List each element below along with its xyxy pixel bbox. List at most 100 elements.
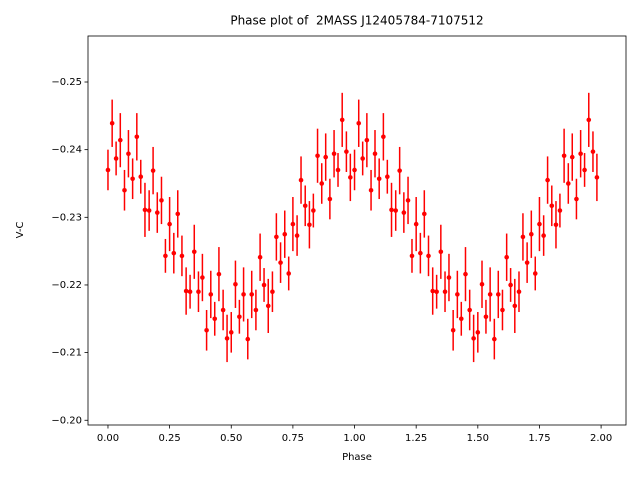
data-point [537,221,542,227]
y-tick-label: −0.21 [51,348,82,359]
data-point [150,168,156,173]
data-point [422,211,427,217]
data-point [409,253,415,259]
data-point [549,203,555,209]
data-point [294,233,300,238]
y-tick-label: −0.20 [51,415,82,426]
data-point [344,149,349,154]
data-point [163,253,168,259]
data-point [376,176,382,182]
data-point [130,176,135,182]
data-point [241,292,246,297]
data-point [529,231,534,237]
data-point [208,292,214,297]
data-point [430,288,435,294]
data-point [212,316,218,322]
data-point [516,289,522,295]
data-point [508,282,513,288]
data-point [372,151,378,157]
data-point [261,282,267,288]
plot-area [105,92,600,363]
data-point [475,330,481,335]
data-point [463,271,468,277]
data-point [183,288,189,294]
x-tick-label: 0.50 [220,433,242,444]
data-point [446,275,452,280]
data-point [520,234,526,240]
data-point [311,208,316,213]
data-point [541,233,546,238]
data-point [146,208,152,213]
data-point [282,231,288,237]
data-point [356,120,362,126]
data-point [109,120,115,126]
data-point [524,260,530,265]
data-point [487,292,493,297]
data-point [204,327,209,333]
data-point [138,174,144,180]
data-point [360,156,365,161]
y-tick-label: −0.25 [51,77,82,88]
x-tick-label: 0.75 [282,433,304,444]
data-point [117,137,123,143]
data-point [512,303,518,309]
data-point [302,203,308,209]
data-point [438,249,444,255]
y-tick-label: −0.24 [51,145,82,156]
data-point [594,175,600,180]
data-point [582,167,587,173]
data-point [352,167,357,173]
data-point [479,281,485,287]
chart-title: Phase plot of 2MASS J12405784-7107512 [230,14,483,28]
axes-frame [87,35,627,426]
x-tick-label: 1.00 [343,433,365,444]
data-point [278,260,283,265]
data-point [348,175,353,180]
data-point [323,154,328,160]
data-point [126,151,131,157]
data-point [315,153,320,159]
y-axis-label: V-C [15,222,26,239]
data-point [434,289,439,295]
data-point [426,253,431,259]
data-point [105,167,111,173]
data-point [364,137,370,143]
data-point [319,181,325,186]
data-point [257,254,263,260]
data-point [286,271,292,276]
data-point [532,271,538,276]
data-point [450,327,456,333]
data-point [307,222,312,228]
data-point [220,307,226,313]
y-tick-label: −0.22 [51,280,82,291]
data-point [389,207,394,213]
data-point [216,271,222,277]
data-point [381,134,386,140]
data-point [175,211,181,217]
data-point [483,314,489,320]
data-point [196,289,201,295]
data-point [270,289,275,295]
data-point [179,253,185,259]
data-point [142,207,148,213]
data-point [339,117,345,123]
data-point [401,210,407,215]
data-point [500,307,505,313]
x-axis-label: Phase [342,452,372,463]
data-point [253,307,259,313]
data-point [442,289,448,295]
data-point [331,151,337,157]
data-point [586,117,592,123]
data-point [171,250,177,256]
data-point [418,250,423,256]
data-point [566,181,571,186]
data-point [495,292,501,297]
data-point [228,330,234,335]
data-point [274,234,279,240]
data-point [413,221,419,227]
data-point [492,336,497,342]
data-point [458,316,464,322]
data-point [122,187,127,193]
data-point [187,289,193,295]
